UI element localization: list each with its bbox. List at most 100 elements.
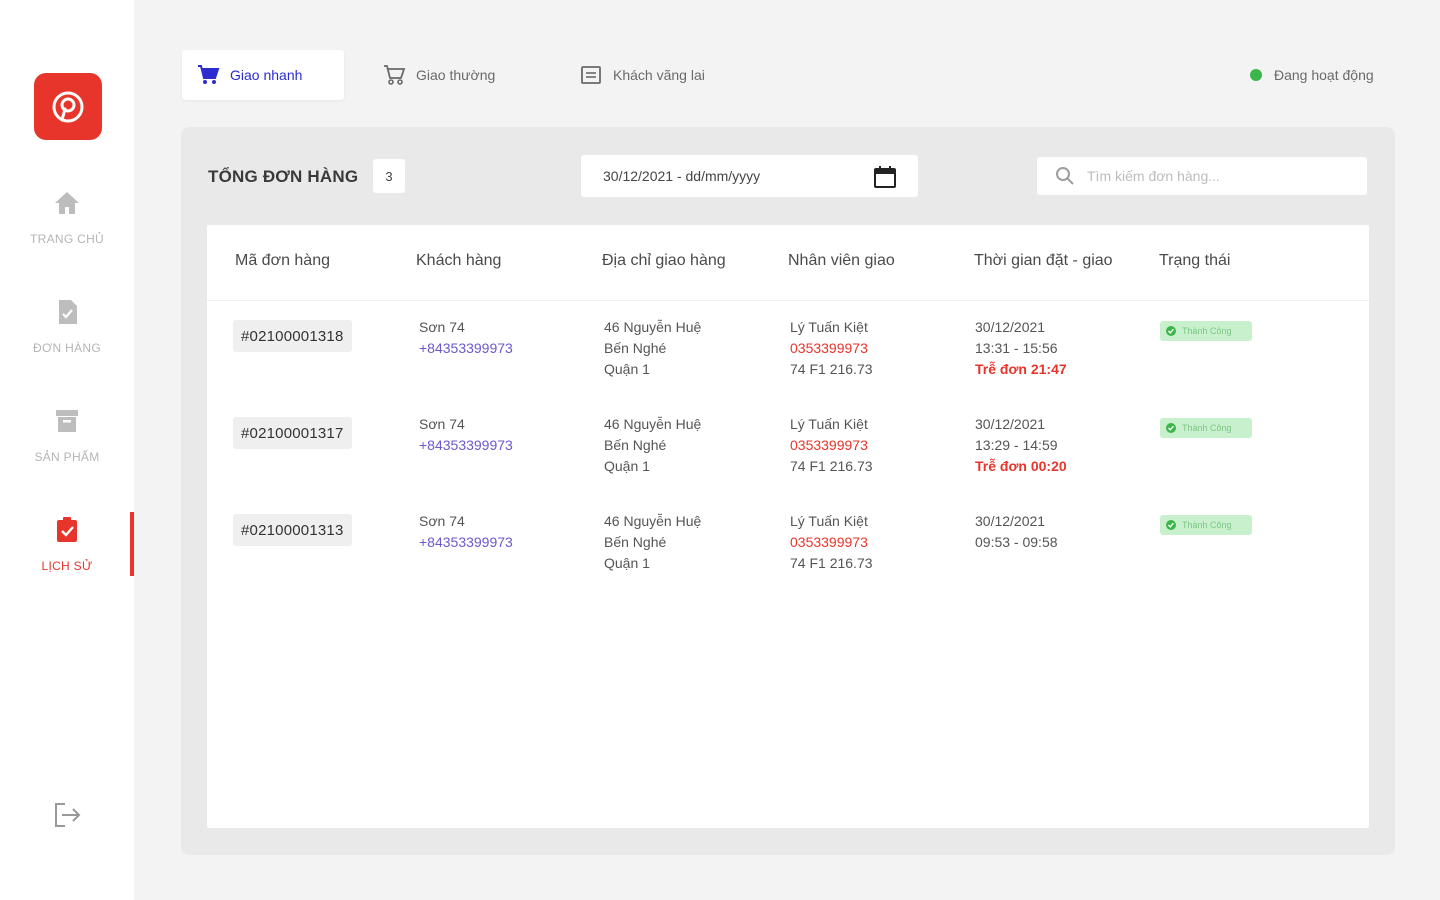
time-cell: 30/12/2021 09:53 - 09:58 <box>975 511 1058 553</box>
sidebar-item-label: TRANG CHỦ <box>29 232 105 246</box>
table-row[interactable]: #02100001313 Sơn 74 +84353399973 46 Nguy… <box>207 497 1369 594</box>
check-icon <box>1166 326 1176 336</box>
sidebar-item-products[interactable]: SẢN PHẨM <box>0 406 134 496</box>
address-street: 46 Nguyễn Huệ <box>604 416 702 432</box>
status-badge: Thành Công <box>1160 418 1252 438</box>
logout-button[interactable] <box>50 798 84 832</box>
column-header: Mã đơn hàng <box>235 252 330 269</box>
staff-name: Lý Tuấn Kiệt <box>790 513 868 529</box>
sidebar-item-home[interactable]: TRANG CHỦ <box>0 188 134 278</box>
history-icon <box>52 515 82 545</box>
staff-phone[interactable]: 0353399973 <box>790 437 868 453</box>
customer-name: Sơn 74 <box>419 319 465 335</box>
address-street: 46 Nguyễn Huệ <box>604 513 702 529</box>
status-label: Đang hoạt động <box>1274 67 1374 83</box>
tab-walk-in-customer[interactable]: Khách vãng lai <box>565 50 745 100</box>
address-district: Quận 1 <box>604 361 650 377</box>
column-header: Khách hàng <box>416 252 502 269</box>
order-search[interactable] <box>1037 157 1367 195</box>
customer-cell: Sơn 74 +84353399973 <box>419 414 513 456</box>
sidebar-item-history[interactable]: LỊCH SỬ <box>0 515 134 605</box>
time-cell: 30/12/2021 13:31 - 15:56 Trễ đơn 21:47 <box>975 317 1067 380</box>
staff-plate: 74 F1 216.73 <box>790 555 873 571</box>
status-text: Thành Công <box>1182 326 1232 336</box>
status-text: Thành Công <box>1182 520 1232 530</box>
staff-plate: 74 F1 216.73 <box>790 458 873 474</box>
order-count-badge: 3 <box>373 159 405 193</box>
order-time-range: 13:31 - 15:56 <box>975 340 1058 356</box>
address-cell: 46 Nguyễn Huệ Bến Nghé Quận 1 <box>604 414 701 477</box>
address-cell: 46 Nguyễn Huệ Bến Nghé Quận 1 <box>604 317 701 380</box>
table-row[interactable]: #02100001317 Sơn 74 +84353399973 46 Nguy… <box>207 400 1369 497</box>
activity-status: Đang hoạt động <box>1250 64 1374 86</box>
tab-label: Giao nhanh <box>230 67 303 83</box>
order-icon <box>52 297 82 327</box>
home-icon <box>52 188 82 218</box>
staff-cell: Lý Tuấn Kiệt 0353399973 74 F1 216.73 <box>790 414 873 477</box>
order-time-range: 09:53 - 09:58 <box>975 534 1058 550</box>
sidebar-item-label: LỊCH SỬ <box>41 559 93 573</box>
staff-phone[interactable]: 0353399973 <box>790 534 868 550</box>
tab-fast-delivery[interactable]: Giao nhanh <box>182 50 344 100</box>
customer-cell: Sơn 74 +84353399973 <box>419 317 513 359</box>
time-cell: 30/12/2021 13:29 - 14:59 Trễ đơn 00:20 <box>975 414 1067 477</box>
order-date: 30/12/2021 <box>975 513 1046 529</box>
staff-name: Lý Tuấn Kiệt <box>790 416 868 432</box>
customer-name: Sơn 74 <box>419 416 465 432</box>
table-row[interactable]: #02100001318 Sơn 74 +84353399973 46 Nguy… <box>207 303 1369 400</box>
app-logo[interactable] <box>34 73 102 140</box>
customer-phone[interactable]: +84353399973 <box>419 340 513 356</box>
panel-title: TỔNG ĐƠN HÀNG <box>208 167 359 186</box>
tab-standard-delivery[interactable]: Giao thường <box>368 50 528 100</box>
address-cell: 46 Nguyễn Huệ Bến Nghé Quận 1 <box>604 511 701 574</box>
staff-name: Lý Tuấn Kiệt <box>790 319 868 335</box>
address-ward: Bến Nghé <box>604 340 667 356</box>
customer-phone[interactable]: +84353399973 <box>419 534 513 550</box>
sidebar-item-orders[interactable]: ĐƠN HÀNG <box>0 297 134 387</box>
column-header: Địa chỉ giao hàng <box>602 252 726 269</box>
sidebar-item-label: SẢN PHẨM <box>34 450 100 464</box>
address-district: Quận 1 <box>604 458 650 474</box>
list-icon <box>581 66 601 84</box>
orders-table: Mã đơn hàng Khách hàng Địa chỉ giao hàng… <box>207 225 1369 828</box>
status-badge: Thành Công <box>1160 321 1252 341</box>
cart-icon <box>384 65 406 85</box>
cart-icon <box>198 65 220 84</box>
order-id[interactable]: #02100001318 <box>233 320 352 352</box>
check-icon <box>1166 520 1176 530</box>
search-input[interactable] <box>1087 168 1347 184</box>
table-header: Mã đơn hàng Khách hàng Địa chỉ giao hàng… <box>207 225 1369 301</box>
check-icon <box>1166 423 1176 433</box>
status-dot-icon <box>1250 69 1262 81</box>
late-notice: Trễ đơn 00:20 <box>975 458 1067 474</box>
order-time-range: 13:29 - 14:59 <box>975 437 1058 453</box>
staff-plate: 74 F1 216.73 <box>790 361 873 377</box>
address-district: Quận 1 <box>604 555 650 571</box>
date-range-input[interactable]: 30/12/2021 - dd/mm/yyyy <box>581 155 918 197</box>
staff-cell: Lý Tuấn Kiệt 0353399973 74 F1 216.73 <box>790 317 873 380</box>
late-notice: Trễ đơn 21:47 <box>975 361 1067 377</box>
staff-phone[interactable]: 0353399973 <box>790 340 868 356</box>
address-ward: Bến Nghé <box>604 437 667 453</box>
column-header: Nhân viên giao <box>788 252 895 269</box>
order-date: 30/12/2021 <box>975 416 1046 432</box>
active-indicator <box>130 512 134 576</box>
logout-icon <box>55 803 81 827</box>
column-header: Thời gian đặt - giao <box>974 252 1113 269</box>
calendar-icon[interactable] <box>872 164 898 193</box>
tab-label: Khách vãng lai <box>613 67 705 83</box>
customer-name: Sơn 74 <box>419 513 465 529</box>
address-street: 46 Nguyễn Huệ <box>604 319 702 335</box>
order-date: 30/12/2021 <box>975 319 1046 335</box>
column-header: Trạng thái <box>1159 252 1231 269</box>
status-text: Thành Công <box>1182 423 1232 433</box>
order-id[interactable]: #02100001313 <box>233 514 352 546</box>
search-icon <box>1056 167 1074 185</box>
order-id[interactable]: #02100001317 <box>233 417 352 449</box>
address-ward: Bến Nghé <box>604 534 667 550</box>
sidebar-item-label: ĐƠN HÀNG <box>32 341 102 355</box>
customer-phone[interactable]: +84353399973 <box>419 437 513 453</box>
staff-cell: Lý Tuấn Kiệt 0353399973 74 F1 216.73 <box>790 511 873 574</box>
status-badge: Thành Công <box>1160 515 1252 535</box>
date-range-value: 30/12/2021 - dd/mm/yyyy <box>603 168 761 184</box>
